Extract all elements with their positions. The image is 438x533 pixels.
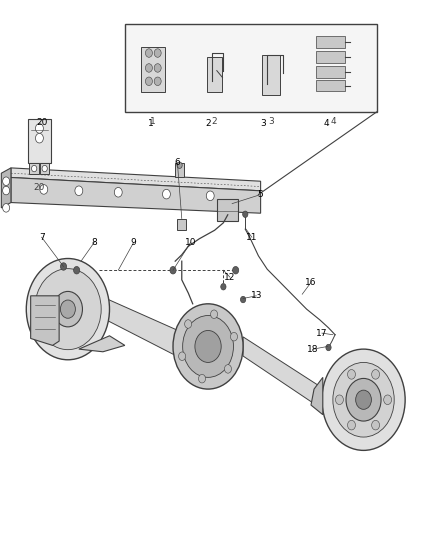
Circle shape bbox=[154, 63, 161, 72]
Circle shape bbox=[42, 165, 47, 172]
Circle shape bbox=[3, 204, 10, 212]
Circle shape bbox=[221, 284, 226, 290]
Circle shape bbox=[206, 191, 214, 200]
Polygon shape bbox=[11, 168, 261, 191]
Circle shape bbox=[198, 374, 205, 383]
Text: 20: 20 bbox=[36, 118, 47, 127]
Circle shape bbox=[32, 165, 37, 172]
Text: 7: 7 bbox=[39, 233, 45, 241]
Text: 18: 18 bbox=[307, 345, 319, 353]
Circle shape bbox=[114, 188, 122, 197]
Circle shape bbox=[154, 49, 161, 57]
Circle shape bbox=[183, 316, 233, 377]
Circle shape bbox=[326, 344, 331, 351]
Circle shape bbox=[60, 300, 75, 318]
Circle shape bbox=[53, 292, 82, 327]
Circle shape bbox=[211, 310, 218, 319]
Circle shape bbox=[173, 304, 243, 389]
Circle shape bbox=[384, 395, 392, 405]
Circle shape bbox=[179, 352, 186, 360]
Circle shape bbox=[243, 211, 248, 217]
Text: 2: 2 bbox=[205, 119, 211, 128]
Circle shape bbox=[3, 177, 10, 185]
Bar bbox=[177, 219, 186, 230]
Circle shape bbox=[170, 266, 176, 274]
Polygon shape bbox=[31, 296, 59, 345]
Polygon shape bbox=[1, 168, 11, 208]
Polygon shape bbox=[243, 337, 324, 410]
Circle shape bbox=[346, 378, 381, 421]
Polygon shape bbox=[11, 177, 261, 213]
Circle shape bbox=[195, 330, 221, 362]
Circle shape bbox=[154, 77, 161, 85]
Bar bbox=[141, 47, 165, 92]
Circle shape bbox=[233, 266, 239, 274]
Circle shape bbox=[35, 133, 43, 143]
Bar bbox=[316, 51, 345, 62]
Text: 2: 2 bbox=[212, 117, 217, 126]
Bar bbox=[28, 118, 51, 163]
Text: 20: 20 bbox=[34, 183, 45, 192]
Circle shape bbox=[348, 369, 356, 379]
Bar bbox=[316, 36, 345, 47]
Text: 5: 5 bbox=[258, 190, 264, 199]
Bar bbox=[262, 55, 280, 95]
Circle shape bbox=[145, 49, 152, 57]
Bar bbox=[40, 163, 49, 174]
Circle shape bbox=[177, 162, 182, 168]
Circle shape bbox=[35, 124, 43, 133]
Circle shape bbox=[162, 189, 170, 199]
Bar bbox=[125, 24, 377, 112]
Polygon shape bbox=[79, 336, 125, 352]
Circle shape bbox=[333, 362, 394, 437]
Text: 9: 9 bbox=[131, 238, 137, 247]
Circle shape bbox=[75, 186, 83, 196]
Circle shape bbox=[185, 320, 192, 328]
Circle shape bbox=[145, 77, 152, 85]
Circle shape bbox=[224, 365, 231, 373]
Text: 1: 1 bbox=[148, 119, 154, 128]
Text: 13: 13 bbox=[251, 292, 262, 300]
Circle shape bbox=[230, 333, 237, 341]
Circle shape bbox=[336, 395, 343, 405]
Text: 6: 6 bbox=[174, 158, 180, 167]
Circle shape bbox=[60, 263, 67, 270]
Bar bbox=[175, 163, 184, 177]
Text: 4: 4 bbox=[330, 117, 336, 126]
Text: 3: 3 bbox=[260, 119, 266, 128]
Text: 8: 8 bbox=[91, 238, 97, 247]
Circle shape bbox=[371, 369, 379, 379]
Text: 4: 4 bbox=[324, 119, 329, 128]
Bar bbox=[316, 79, 345, 92]
Circle shape bbox=[180, 222, 184, 227]
Text: 16: 16 bbox=[305, 278, 317, 287]
Bar bbox=[207, 57, 222, 92]
Bar bbox=[29, 163, 39, 174]
Circle shape bbox=[145, 63, 152, 72]
Text: 17: 17 bbox=[316, 329, 328, 337]
Circle shape bbox=[40, 184, 48, 194]
Circle shape bbox=[240, 296, 246, 303]
Circle shape bbox=[35, 269, 101, 350]
Text: 1: 1 bbox=[150, 117, 156, 126]
Polygon shape bbox=[106, 298, 184, 360]
Circle shape bbox=[348, 421, 356, 430]
Bar bbox=[217, 199, 238, 221]
Circle shape bbox=[3, 186, 10, 195]
Text: 11: 11 bbox=[246, 233, 258, 241]
Circle shape bbox=[322, 349, 405, 450]
Polygon shape bbox=[311, 377, 323, 415]
Circle shape bbox=[356, 390, 371, 409]
Circle shape bbox=[371, 421, 379, 430]
Text: 3: 3 bbox=[268, 117, 275, 126]
Circle shape bbox=[74, 266, 80, 274]
Circle shape bbox=[26, 259, 110, 360]
Text: 12: 12 bbox=[224, 273, 236, 281]
Text: 10: 10 bbox=[185, 238, 196, 247]
Bar bbox=[316, 66, 345, 77]
